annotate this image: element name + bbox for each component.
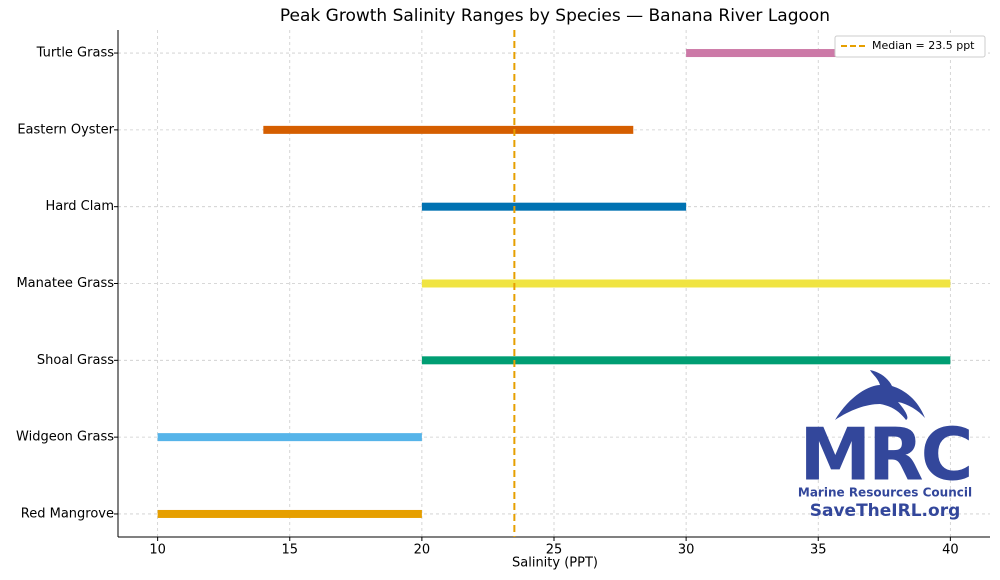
y-tick-label: Manatee Grass	[16, 276, 114, 291]
logo-url: SaveTheIRL.org	[810, 501, 961, 521]
range-bar	[421, 202, 687, 211]
legend-box	[834, 35, 986, 58]
x-tick-label: 20	[414, 543, 431, 558]
x-tick-label: 35	[810, 543, 827, 558]
x-tick-label: 10	[149, 543, 166, 558]
logo: MRC Marine Resources Council SaveTheIRL.…	[798, 370, 973, 521]
y-tick-label: Widgeon Grass	[16, 430, 114, 445]
range-bar	[421, 279, 951, 288]
range-bar	[157, 433, 422, 442]
y-tick-label: Shoal Grass	[37, 353, 114, 368]
logo-mark: MRC	[800, 413, 971, 497]
range-bar	[157, 509, 422, 518]
x-tick-label: 25	[546, 543, 563, 558]
range-bar	[686, 49, 951, 58]
y-tick-label: Eastern Oyster	[17, 122, 114, 137]
x-tick-label: 30	[678, 543, 695, 558]
x-axis-label: Salinity (PPT)	[512, 556, 598, 571]
x-tick-label: 40	[942, 543, 959, 558]
range-bar	[263, 125, 634, 134]
chart-title: Peak Growth Salinity Ranges by Species —…	[280, 6, 830, 26]
y-tick-label: Hard Clam	[45, 199, 114, 214]
y-tick-label: Red Mangrove	[21, 506, 114, 521]
x-tick-label: 15	[281, 543, 298, 558]
dolphin-icon	[835, 370, 925, 420]
range-bar	[421, 356, 951, 365]
y-tick-label: Turtle Grass	[36, 46, 115, 61]
logo-name: Marine Resources Council	[798, 486, 972, 500]
legend-label: Median = 23.5 ppt	[872, 39, 975, 52]
